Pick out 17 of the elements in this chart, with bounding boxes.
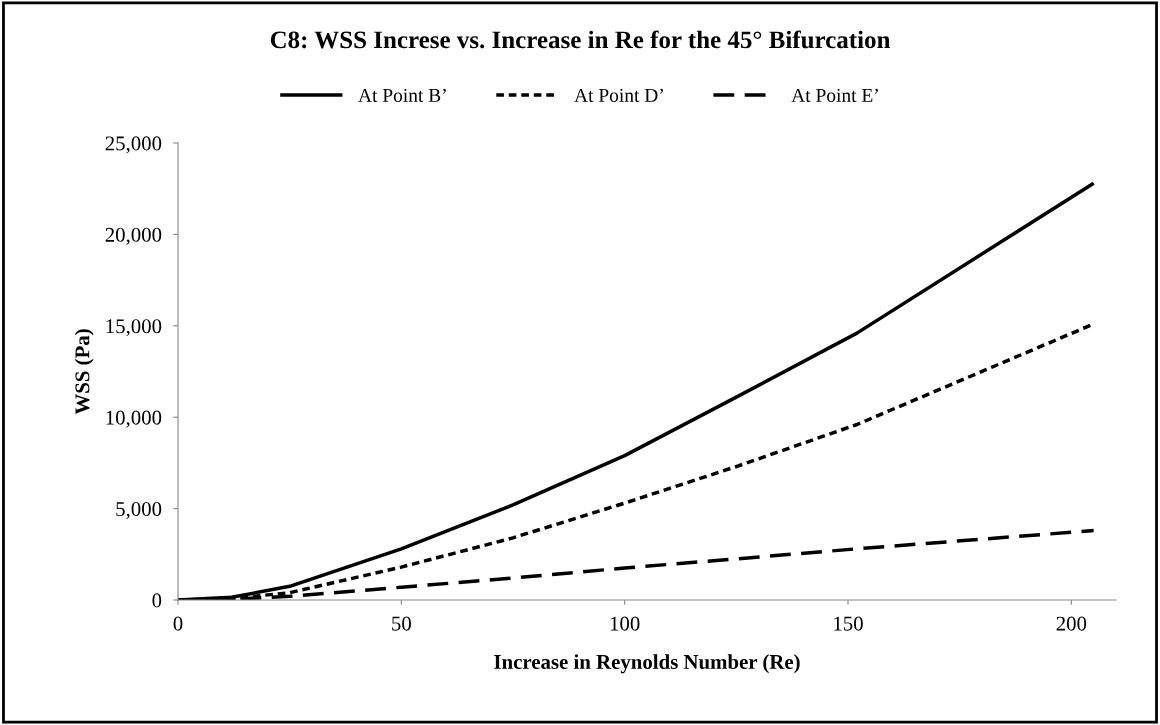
x-tick-label: 200 <box>1056 616 1087 631</box>
legend-label: At Point B’ <box>358 88 446 102</box>
y-tick-label: 20,000 <box>105 227 162 245</box>
x-tick-label: 100 <box>610 616 640 631</box>
y-tick-label: 10,000 <box>106 410 162 428</box>
y-tick-label: 15,000 <box>106 319 162 337</box>
x-tick-label: 0 <box>173 616 183 631</box>
y-tick-label: 25,000 <box>105 136 162 154</box>
y-axis-title: WSS (Pa) <box>74 329 94 415</box>
y-tick-label: 0 <box>152 593 162 608</box>
y-tick-label: 5,000 <box>116 501 162 520</box>
x-tick-label: 150 <box>834 616 863 631</box>
x-axis-title: Increase in Reynolds Number (Re) <box>494 654 800 674</box>
chart-title: C8: WSS Increse vs. Increase in Re for the 45° Bifurcation <box>270 30 891 49</box>
x-tick-label: 50 <box>392 616 411 631</box>
legend-label: At Point D’ <box>574 88 663 102</box>
legend-label: At Point E’ <box>791 88 878 102</box>
